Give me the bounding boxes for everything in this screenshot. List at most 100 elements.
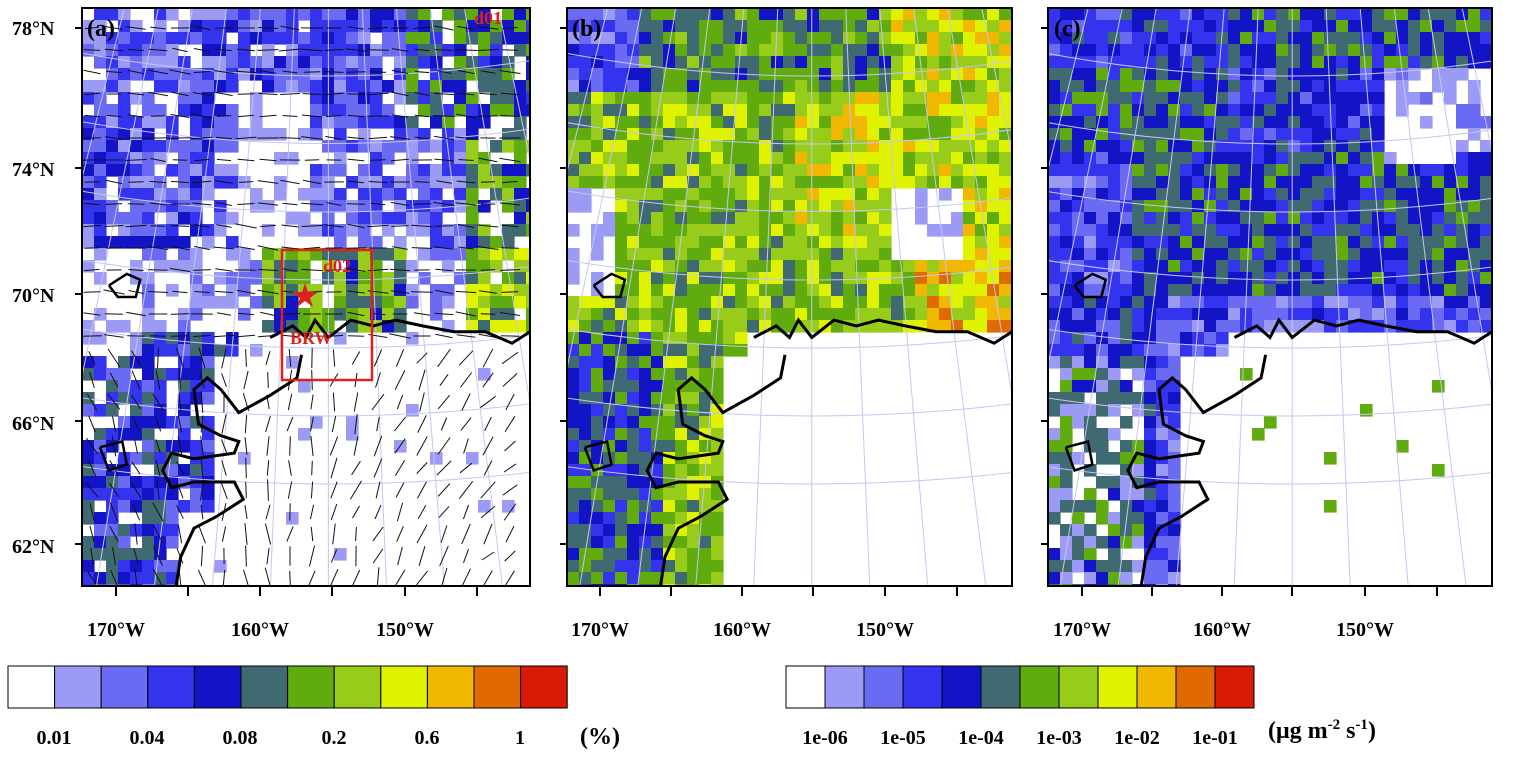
- contour-cell: [1264, 248, 1277, 261]
- contour-cell: [939, 164, 952, 177]
- contour-cell: [579, 380, 592, 393]
- contour-cell: [1048, 500, 1061, 513]
- contour-cell: [1168, 236, 1181, 249]
- contour-cell: [118, 548, 131, 561]
- contour-cell: [1168, 308, 1181, 321]
- contour-cell: [603, 416, 616, 429]
- contour-cell: [771, 68, 784, 81]
- contour-cell: [819, 260, 832, 273]
- contour-cell: [1276, 128, 1289, 141]
- contour-cell: [1216, 116, 1229, 129]
- contour-cell: [166, 200, 179, 213]
- contour-cell: [1324, 236, 1337, 249]
- contour-cell: [478, 272, 491, 285]
- contour-cell: [1108, 524, 1121, 537]
- contour-cell: [1384, 212, 1397, 225]
- contour-cell: [1348, 116, 1361, 129]
- contour-cell: [1192, 8, 1205, 21]
- contour-cell: [951, 212, 964, 225]
- contour-cell: [831, 116, 844, 129]
- contour-cell: [1156, 536, 1169, 549]
- contour-cell: [1372, 188, 1385, 201]
- contour-cell: [963, 44, 976, 57]
- contour-cell: [1396, 308, 1409, 321]
- contour-cell: [454, 80, 467, 93]
- contour-cell: [142, 164, 155, 177]
- contour-cell: [298, 8, 311, 21]
- contour-cell: [1084, 536, 1097, 549]
- contour-cell: [747, 320, 760, 333]
- contour-cell: [855, 44, 868, 57]
- contour-cell: [843, 56, 856, 69]
- contour-cell: [963, 224, 976, 237]
- contour-cell: [891, 308, 904, 321]
- contour-cell: [651, 176, 664, 189]
- wind-barb: [83, 138, 101, 139]
- lon-tick-label: 150°W: [376, 619, 434, 641]
- contour-cell: [1228, 308, 1241, 321]
- contour-cell: [1444, 80, 1457, 93]
- contour-cell: [771, 188, 784, 201]
- contour-cell: [1132, 92, 1145, 105]
- contour-cell: [1312, 32, 1325, 45]
- contour-cell: [999, 284, 1012, 297]
- contour-cell: [1180, 284, 1193, 297]
- contour-cell: [1288, 308, 1301, 321]
- contour-cell: [190, 440, 203, 453]
- contour-cell: [783, 104, 796, 117]
- contour-cell: [226, 68, 239, 81]
- contour-cell: [1288, 56, 1301, 69]
- contour-cell: [867, 104, 880, 117]
- contour-cell: [274, 80, 287, 93]
- wind-barb: [128, 182, 143, 183]
- contour-cell: [1132, 248, 1145, 261]
- contour-cell: [1216, 8, 1229, 21]
- contour-cell: [1240, 368, 1253, 381]
- contour-cell: [915, 152, 928, 165]
- contour-cell: [1156, 320, 1169, 333]
- contour-cell: [699, 248, 712, 261]
- contour-cell: [711, 104, 724, 117]
- contour-cell: [1120, 308, 1133, 321]
- contour-cell: [855, 80, 868, 93]
- contour-cell: [1444, 32, 1457, 45]
- contour-cell: [1168, 80, 1181, 93]
- contour-cell: [1480, 284, 1493, 297]
- contour-cell: [1192, 296, 1205, 309]
- contour-cell: [1168, 572, 1181, 585]
- contour-cell: [1156, 428, 1169, 441]
- contour-cell: [1288, 68, 1301, 81]
- contour-cell: [1060, 356, 1073, 369]
- contour-cell: [1288, 128, 1301, 141]
- contour-cell: [1144, 416, 1157, 429]
- contour-cell: [1132, 320, 1145, 333]
- contour-cell: [142, 548, 155, 561]
- contour-cell: [603, 392, 616, 405]
- contour-cell: [1420, 188, 1433, 201]
- contour-cell: [1144, 200, 1157, 213]
- contour-cell: [711, 8, 724, 21]
- contour-cell: [418, 212, 431, 225]
- contour-cell: [334, 236, 347, 249]
- contour-cell: [1336, 164, 1349, 177]
- contour-cell: [1120, 68, 1133, 81]
- contour-cell: [1228, 248, 1241, 261]
- contour-cell: [795, 116, 808, 129]
- contour-cell: [502, 8, 515, 21]
- contour-cell: [927, 260, 940, 273]
- contour-cell: [675, 284, 688, 297]
- contour-cell: [370, 164, 383, 177]
- contour-cell: [1288, 224, 1301, 237]
- contour-cell: [723, 188, 736, 201]
- contour-cell: [639, 380, 652, 393]
- contour-cell: [831, 104, 844, 117]
- contour-cell: [711, 332, 724, 345]
- contour-cell: [262, 320, 275, 333]
- contour-cell: [855, 176, 868, 189]
- contour-cell: [783, 236, 796, 249]
- lat-tick-label: 62°N: [12, 536, 55, 558]
- contour-cell: [795, 176, 808, 189]
- contour-cell: [166, 164, 179, 177]
- contour-cell: [639, 140, 652, 153]
- contour-cell: [298, 260, 311, 273]
